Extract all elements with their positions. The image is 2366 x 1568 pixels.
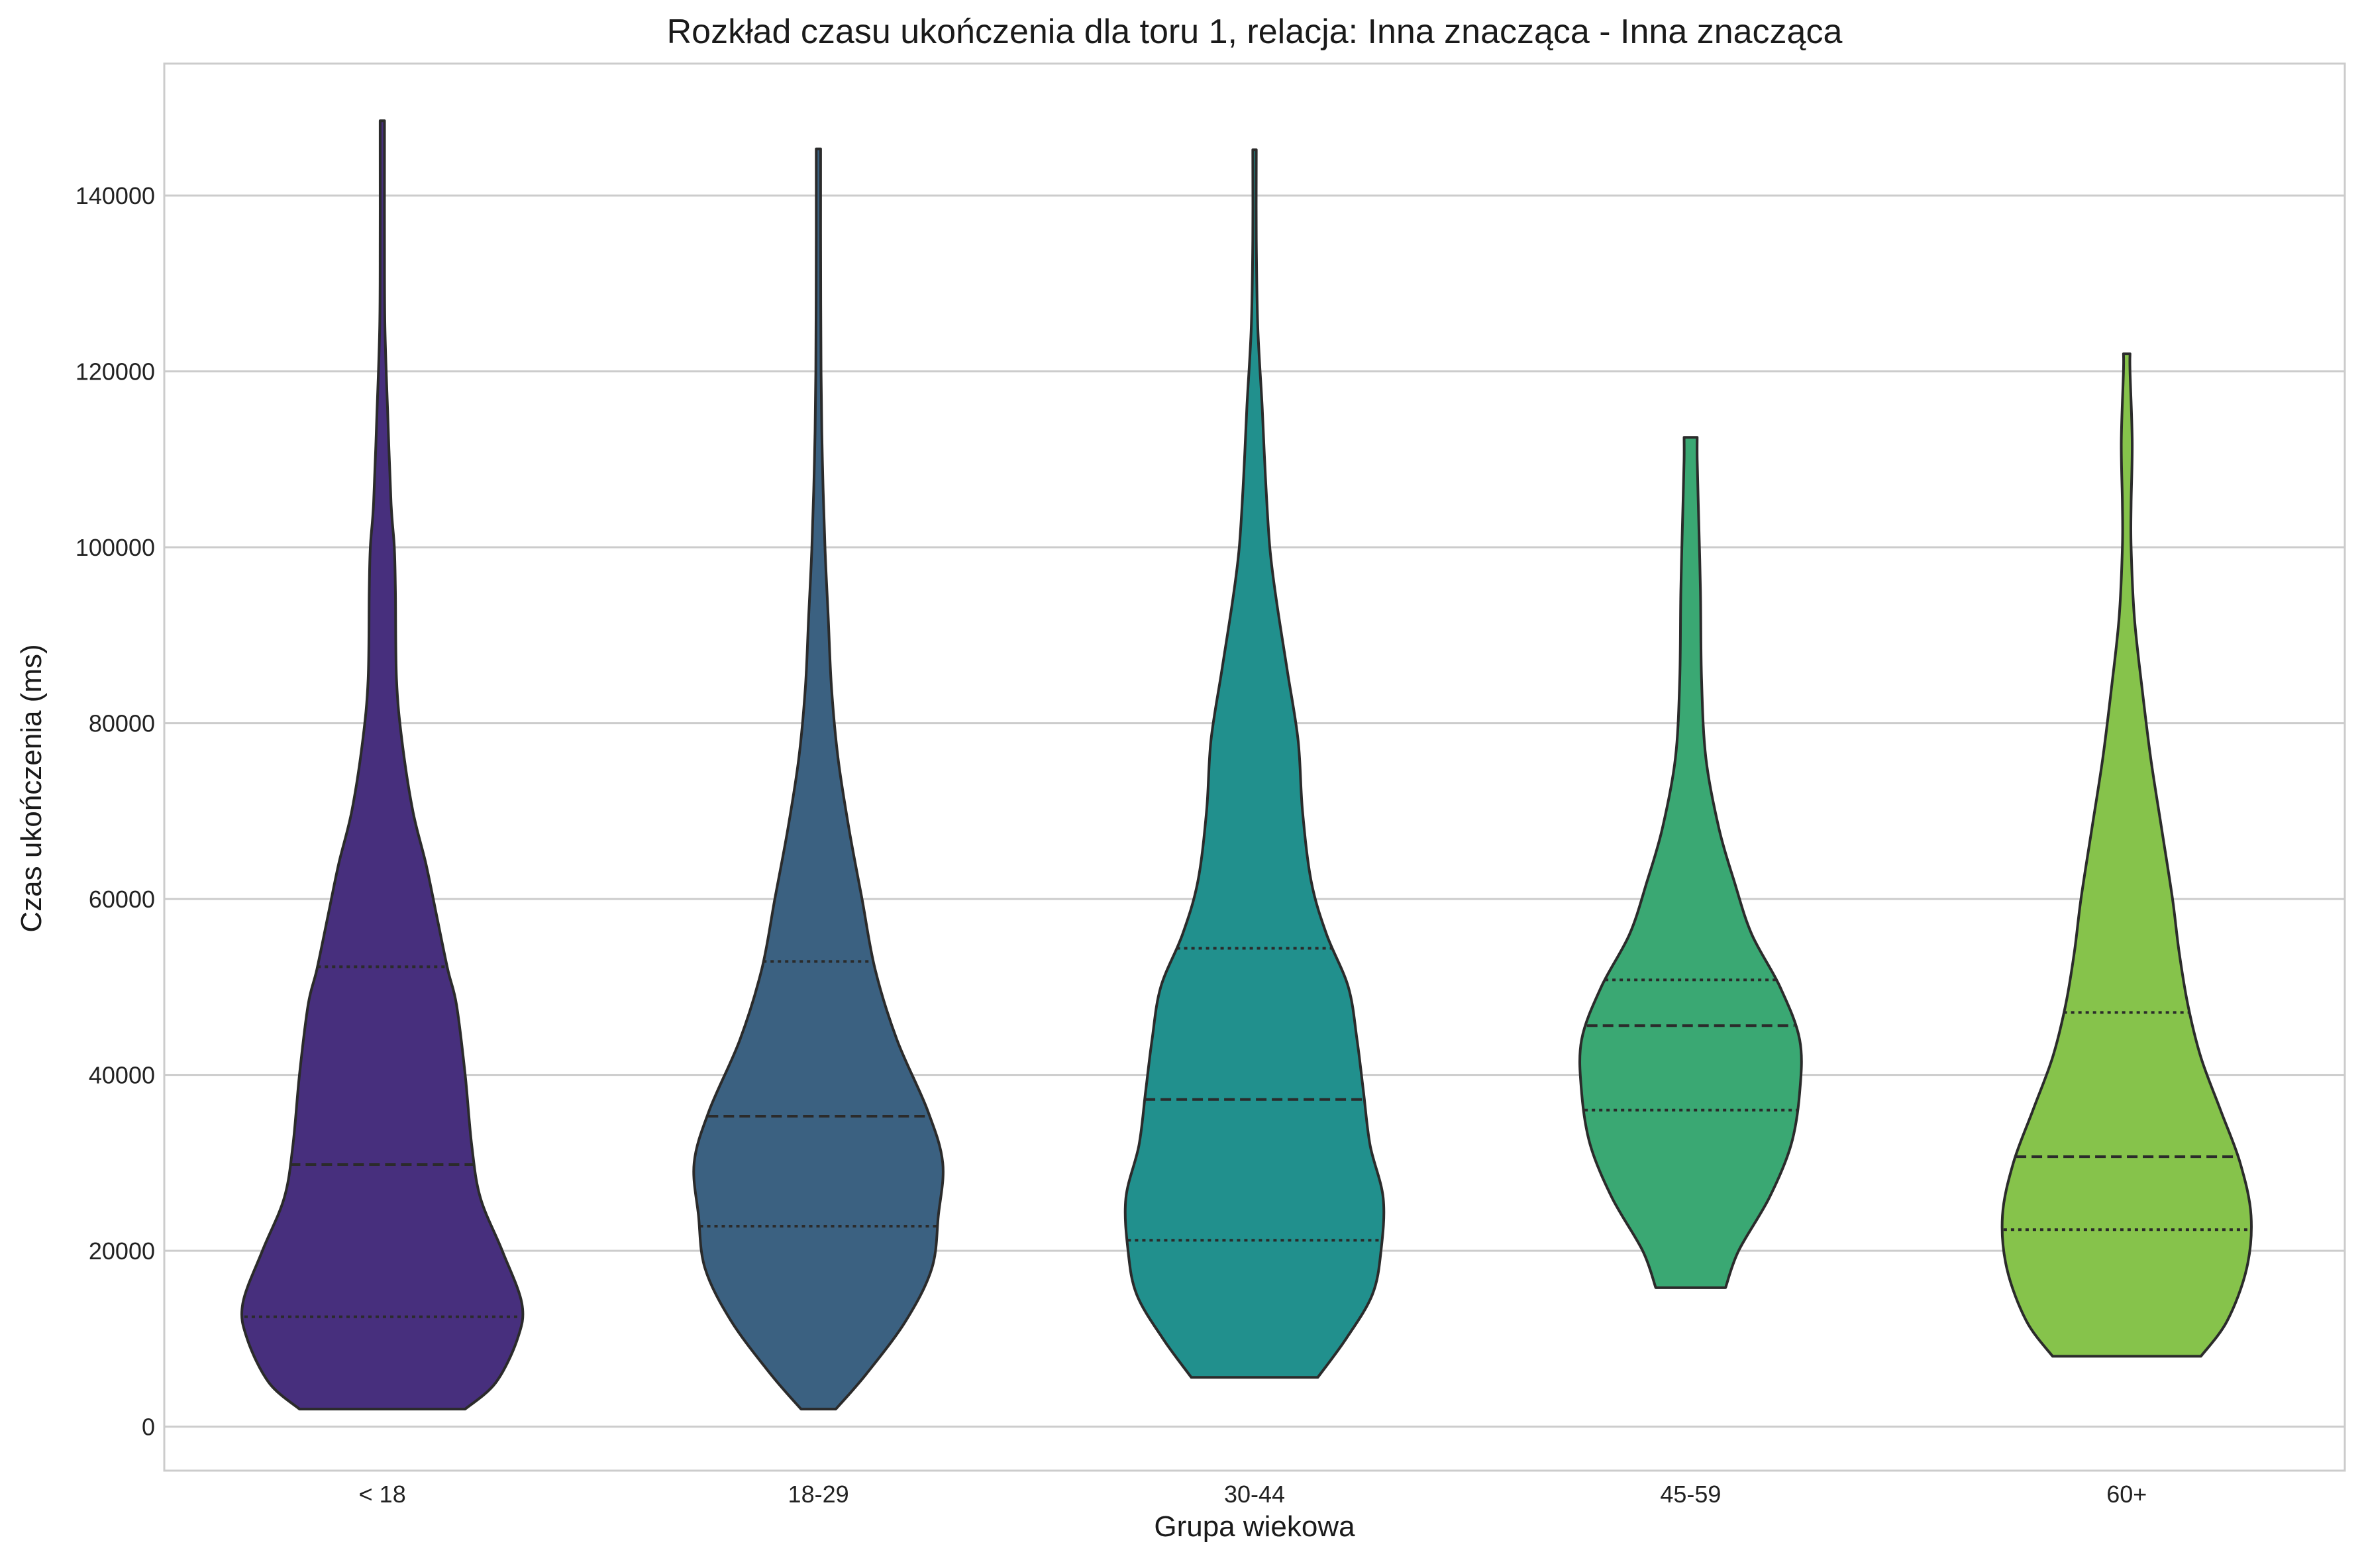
- x-tick-labels: < 18 18-29 30-44 45-59 60+: [359, 1481, 2147, 1508]
- y-tick-label: 120000: [76, 358, 155, 386]
- y-tick-label: 40000: [89, 1062, 155, 1089]
- y-axis-label: Czas ukończenia (ms): [15, 644, 48, 933]
- x-tick-label: 30-44: [1224, 1481, 1285, 1508]
- x-tick-label: 18-29: [788, 1481, 849, 1508]
- violin-body: [2000, 352, 2253, 1358]
- y-tick-label: 140000: [76, 182, 155, 209]
- y-tick-label: 80000: [89, 710, 155, 737]
- y-tick-label: 100000: [76, 534, 155, 561]
- chart-title: Rozkład czasu ukończenia dla toru 1, rel…: [666, 13, 1843, 51]
- x-tick-label: < 18: [359, 1481, 406, 1508]
- violin-body: [1578, 436, 1803, 1289]
- y-tick-label: 60000: [89, 886, 155, 913]
- violins: [240, 119, 2253, 1411]
- violin-body: [240, 119, 525, 1411]
- plot-frame: [163, 62, 2346, 1472]
- y-tick-labels: 0 20000 40000 60000 80000 100000 120000 140000: [76, 182, 155, 1441]
- violin-body: [1123, 148, 1386, 1379]
- x-tick-label: 60+: [2106, 1481, 2147, 1508]
- x-axis-label: Grupa wiekowa: [1154, 1510, 1355, 1543]
- y-tick-label: 20000: [89, 1237, 155, 1265]
- x-tick-label: 45-59: [1660, 1481, 1721, 1508]
- y-tick-label: 0: [142, 1414, 155, 1441]
- violin-body: [692, 147, 945, 1411]
